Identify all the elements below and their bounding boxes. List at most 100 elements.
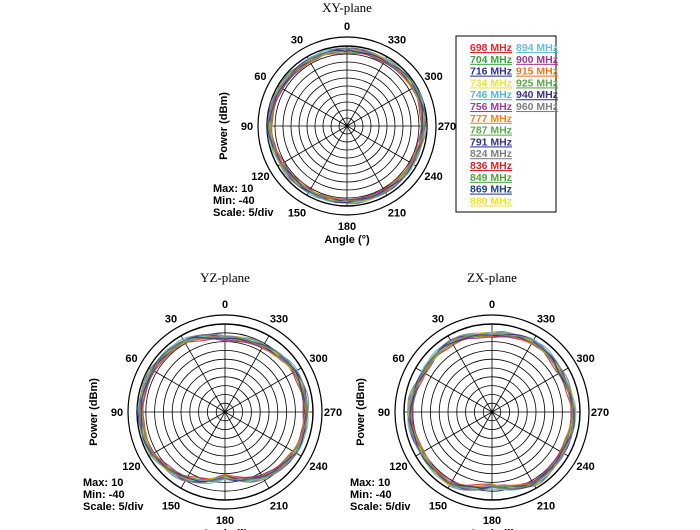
legend-entry: 880 MHz [470,195,512,207]
angle-tick-label: 330 [388,34,406,46]
angle-tick-label: 90 [111,407,123,419]
legend-entry: 940 MHz [516,89,558,101]
angle-tick-label: 330 [270,313,288,325]
legend-entry: 900 MHz [516,54,558,66]
legend-entry: 836 MHz [470,160,512,172]
legend-entry: 960 MHz [516,101,558,113]
legend-entry: 787 MHz [470,125,512,137]
polar-plot-yz-plane: YZ-plane 0 30 60 90 120 150 180 210 240 270 300 330 P… [83,270,342,530]
polar-plot-zx-plane: ZX-plane 0 30 60 90 120 150 180 210 240 270 300 330 P… [350,270,609,530]
x-axis-label: Angle (°) [202,528,248,530]
angle-tick-label: 330 [537,313,555,325]
angle-tick-label: 270 [438,121,456,133]
legend-entry: 777 MHz [470,113,512,125]
y-axis-label: Power (dBm) [218,92,230,160]
legend-entry: 698 MHz [470,42,512,54]
legend-entry: 716 MHz [470,66,512,78]
angle-tick-label: 240 [424,171,442,183]
angle-tick-label: 210 [537,501,555,513]
grid-spoke [180,411,226,489]
legend-entry: 746 MHz [470,89,512,101]
x-axis-label: Angle (°) [324,234,370,246]
angle-tick-label: 120 [389,461,407,473]
outer-ring [257,36,437,216]
plot-title: YZ-plane [200,270,250,285]
grid-spoke [346,85,417,127]
angle-tick-label: 210 [388,208,406,220]
angle-tick-label: 150 [288,208,306,220]
angle-tick-label: 0 [489,299,495,311]
angle-tick-label: 210 [270,501,288,513]
grid-spoke [491,411,569,457]
grid-spoke [224,367,302,413]
grid-spoke [277,85,348,127]
series-line [141,336,309,482]
y-axis-label: Power (dBm) [355,378,367,446]
grid-spoke [491,335,537,413]
grid-spoke [447,335,493,413]
plot-title: ZX-plane [467,270,517,285]
y-axis-label: Power (dBm) [88,378,100,446]
info-min: Min: -40 [213,195,255,207]
angle-tick-label: 180 [216,515,234,527]
angle-tick-label: 240 [309,461,327,473]
legend-entry: 791 MHz [470,136,512,148]
polar-plot-xy-plane: XY-plane 0 30 60 90 120 150 180 210 240 270 300 330 P… [213,0,456,246]
grid-spoke [447,411,493,489]
angle-tick-label: 300 [424,71,442,83]
info-scale: Scale: 5/div [213,207,274,219]
angle-tick-label: 30 [432,313,444,325]
angle-tick-label: 270 [324,407,342,419]
angle-tick-label: 300 [309,353,327,365]
angle-tick-label: 240 [576,461,594,473]
outer-ring [394,314,590,510]
grid-spoke [415,367,493,413]
angle-tick-label: 60 [254,71,266,83]
legend-box [455,35,557,213]
angle-tick-label: 270 [591,407,609,419]
grid-spoke [148,367,226,413]
grid-spoke [415,411,493,457]
angle-tick-label: 90 [241,121,253,133]
grid-spoke [180,335,226,413]
angle-tick-label: 150 [429,501,447,513]
info-max: Max: 10 [83,477,123,489]
legend-entry: 869 MHz [470,184,512,196]
grid-spoke [346,56,388,127]
info-scale: Scale: 5/div [83,501,144,513]
legend-entry: 704 MHz [470,54,512,66]
angle-tick-label: 180 [483,515,501,527]
legend-entry: 824 MHz [470,148,512,160]
grid-spoke [224,411,302,457]
info-min: Min: -40 [83,489,125,501]
series-line [138,334,308,484]
grid-spoke [346,125,417,167]
angle-tick-label: 120 [122,461,140,473]
series-line [267,47,426,203]
angle-tick-label: 30 [291,34,303,46]
info-scale: Scale: 5/div [350,501,411,513]
angle-tick-label: 180 [338,221,356,233]
angle-tick-label: 0 [344,21,350,33]
legend-entry: 915 MHz [516,66,558,78]
angle-tick-label: 120 [251,171,269,183]
angle-tick-label: 150 [162,501,180,513]
angle-tick-label: 60 [125,353,137,365]
legend-entry: 734 MHz [470,77,512,89]
series-line [407,333,574,491]
legend-entry: 849 MHz [470,172,512,184]
legend-entry: 925 MHz [516,77,558,89]
info-max: Max: 10 [350,477,390,489]
grid-spoke [306,125,348,196]
legend-entry: 894 MHz [516,42,558,54]
legend-entry: 756 MHz [470,101,512,113]
outer-ring [127,314,323,510]
grid-spoke [306,56,348,127]
grid-spoke [148,411,226,457]
angle-tick-label: 60 [392,353,404,365]
plot-title: XY-plane [322,0,372,15]
grid-spoke [491,367,569,413]
x-axis-label: Angle (°) [469,528,515,530]
